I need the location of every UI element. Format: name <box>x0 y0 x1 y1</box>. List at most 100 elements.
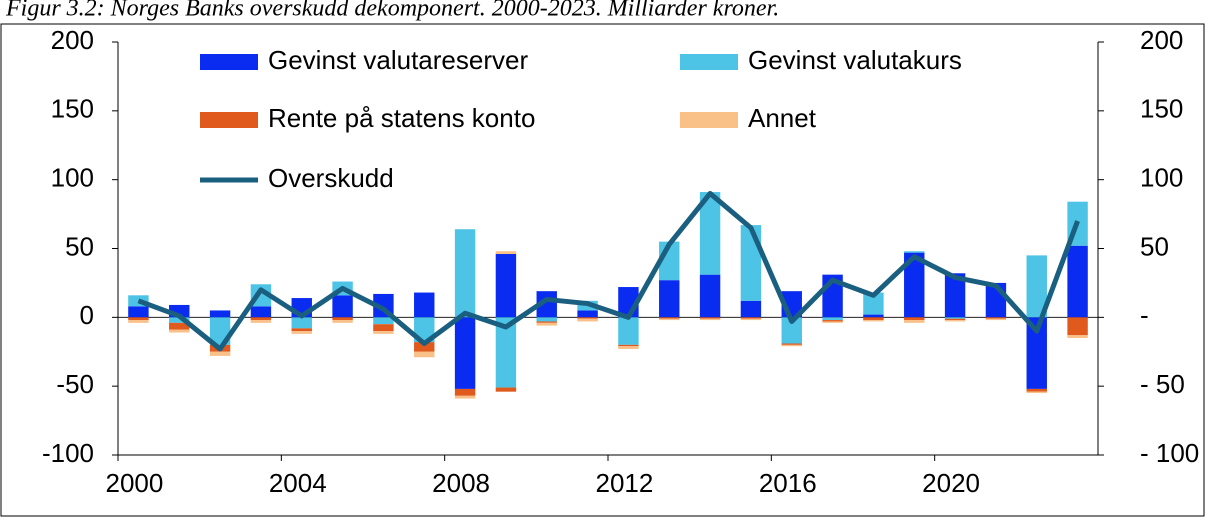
x-tick-label: 2004 <box>269 468 327 498</box>
legend-label: Annet <box>748 103 817 133</box>
bar <box>904 251 925 253</box>
bar <box>577 318 598 322</box>
bar <box>454 229 476 318</box>
bar <box>1026 317 1047 389</box>
y-tick-label: -50 <box>56 369 94 399</box>
bar <box>863 314 884 318</box>
bar <box>944 318 966 321</box>
bar <box>169 329 190 333</box>
bar <box>495 317 517 388</box>
bar <box>863 292 884 315</box>
bar <box>659 318 680 321</box>
bar <box>904 317 925 321</box>
bar <box>659 317 680 319</box>
bar <box>332 295 353 318</box>
bar <box>699 318 721 321</box>
bar <box>373 324 394 332</box>
bar <box>944 317 966 319</box>
bar <box>332 317 353 321</box>
bar <box>904 320 925 323</box>
y-tick-label: 200 <box>51 25 94 55</box>
line <box>137 190 1080 352</box>
legend-swatch <box>200 54 258 70</box>
bar <box>699 192 721 275</box>
bar <box>1026 388 1047 392</box>
bar <box>618 344 639 347</box>
y2-tick-label: - 100 <box>1140 438 1199 468</box>
bar <box>1067 317 1088 336</box>
bar <box>781 344 802 347</box>
bar <box>1026 255 1047 318</box>
x-tick-label: 2016 <box>759 468 817 498</box>
legend-label: Overskudd <box>268 163 394 193</box>
bar <box>577 310 598 318</box>
bar <box>250 306 272 318</box>
bar <box>863 320 884 322</box>
chart-title: Figur 3.2: Norges Banks overskudd dekomp… <box>5 0 779 22</box>
legend-label: Gevinst valutakurs <box>748 45 962 75</box>
x-tick-label: 2000 <box>105 468 163 498</box>
bar <box>536 322 557 326</box>
x-tick-label: 2020 <box>922 468 980 498</box>
bar <box>373 317 394 325</box>
bar <box>128 295 149 307</box>
bar <box>209 351 231 356</box>
bar <box>291 317 312 329</box>
bar <box>414 317 435 343</box>
y2-tick-label: 150 <box>1140 94 1183 124</box>
legend-swatch <box>680 54 738 70</box>
bar <box>454 388 476 396</box>
legend-label: Rente på statens konto <box>268 103 535 133</box>
bar <box>373 331 394 334</box>
y2-tick-label: - 50 <box>1140 369 1185 399</box>
bar <box>250 317 272 321</box>
bar <box>1067 245 1088 318</box>
y2-tick-label: 200 <box>1140 25 1183 55</box>
bar <box>209 310 231 318</box>
bar <box>944 320 966 322</box>
bar <box>822 317 843 321</box>
bar <box>454 317 476 389</box>
legend-swatch <box>200 112 258 128</box>
bar <box>414 342 435 352</box>
bar <box>699 317 721 319</box>
bar <box>1026 391 1047 394</box>
bar <box>128 320 149 323</box>
y-tick-label: 0 <box>80 300 94 330</box>
bar <box>740 225 762 301</box>
bar <box>863 317 884 321</box>
bar <box>699 274 721 318</box>
bar <box>659 280 680 318</box>
y-tick-label: 100 <box>51 163 94 193</box>
bar <box>495 387 517 392</box>
bar <box>781 317 802 344</box>
y2-tick-label: 50 <box>1140 231 1169 261</box>
bar <box>414 351 435 358</box>
y2-tick-label: - <box>1140 300 1149 330</box>
bar <box>169 322 190 330</box>
y-tick-label: 50 <box>65 231 94 261</box>
frame <box>0 23 1205 517</box>
bar <box>781 343 802 345</box>
y-tick-label: 150 <box>51 94 94 124</box>
legend-swatch <box>680 112 738 128</box>
bar <box>577 317 598 319</box>
bar <box>536 321 557 323</box>
bar <box>1067 335 1088 338</box>
bar <box>332 320 353 323</box>
bar <box>169 317 190 323</box>
bar <box>291 331 312 334</box>
y2-tick-label: 100 <box>1140 163 1183 193</box>
bar <box>495 251 517 255</box>
bar <box>291 328 312 332</box>
bar <box>454 395 476 399</box>
bar <box>904 252 925 318</box>
bar <box>128 317 149 321</box>
bar <box>740 300 762 318</box>
x-tick-label: 2012 <box>595 468 653 498</box>
y-tick-label: -100 <box>42 438 94 468</box>
bar <box>618 317 639 345</box>
bar <box>740 317 762 319</box>
bar <box>495 254 517 318</box>
